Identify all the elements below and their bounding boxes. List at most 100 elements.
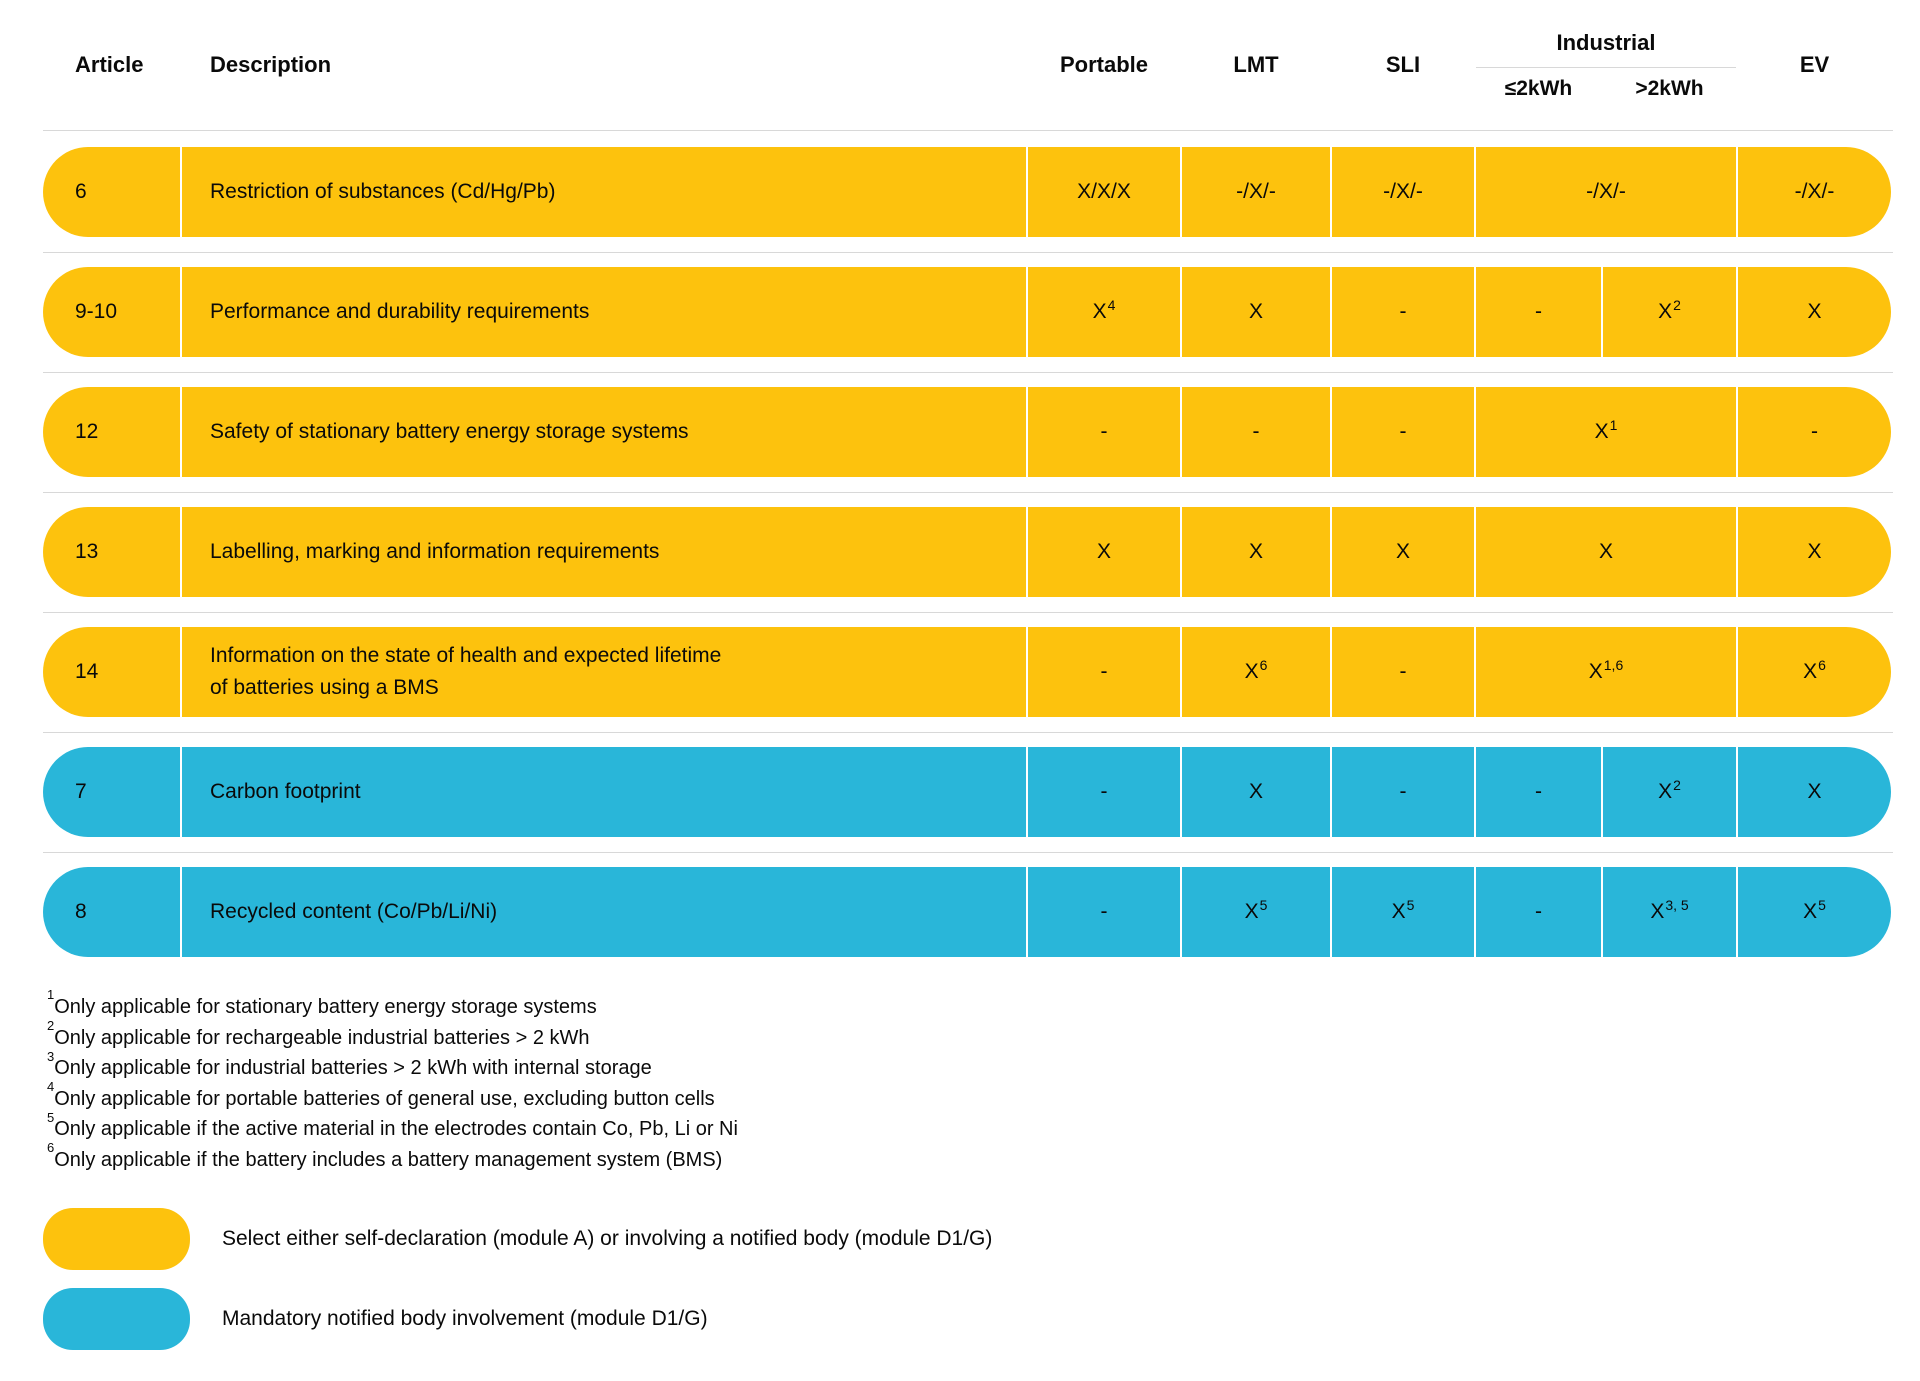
cell-value: -: [1399, 300, 1407, 323]
cell-article-number: 9-10: [43, 267, 180, 357]
cell-portable: -: [1028, 867, 1180, 957]
cell-value: X: [1395, 540, 1410, 563]
footnote-1: 1Only applicable for stationary battery …: [47, 988, 738, 1023]
cell-value: X: [1244, 900, 1259, 923]
table-row-article-7: 7 Carbon footprint - X - - X 2 X: [43, 747, 1893, 837]
cell-value: X/X/X: [1077, 180, 1131, 203]
cell-value: X: [1650, 900, 1665, 923]
row-gap: [43, 477, 1893, 507]
table-row-article-9-10: 9-10 Performance and durability requireme…: [43, 267, 1893, 357]
cell-ev: -/X/-: [1738, 147, 1891, 237]
col-header-description: Description: [210, 52, 332, 77]
col-header-lmt: LMT: [1233, 52, 1279, 77]
cell-sli: X: [1332, 507, 1474, 597]
cell-article-number: 12: [43, 387, 180, 477]
cell-value: X: [1248, 780, 1263, 803]
cell-le2kwh: -: [1476, 867, 1601, 957]
cell-value: X: [1248, 300, 1263, 323]
cell-value: X: [1658, 300, 1673, 323]
cell-lmt: -: [1182, 387, 1330, 477]
cell-description: Restriction of substances (Cd/Hg/Pb): [182, 147, 1026, 237]
cell-value: -/X/-: [1586, 180, 1626, 203]
cell-value: -: [1252, 420, 1260, 443]
cell-article-number: 14: [43, 627, 180, 717]
row-divider-line: [43, 491, 1893, 493]
cell-value: X: [1803, 660, 1818, 683]
legend-swatch-yellow: [43, 1208, 190, 1270]
cell-value: X: [1092, 300, 1107, 323]
col-header-portable: Portable: [1059, 52, 1149, 77]
cell-sli: -: [1332, 387, 1474, 477]
cell-industrial: -/X/-: [1476, 147, 1736, 237]
table-body: 6 Restriction of substances (Cd/Hg/Pb) X/X…: [43, 147, 1893, 957]
cell-value: -: [1399, 660, 1407, 683]
header-rule-line: [43, 130, 1893, 131]
footnote-number: 2: [47, 1017, 55, 1033]
footnote-text: Only applicable if the battery includes …: [54, 1148, 723, 1171]
footnote-4: 4Only applicable for portable batteries …: [47, 1080, 738, 1115]
cell-value: X: [1598, 540, 1613, 563]
cell-value: -/X/-: [1383, 180, 1423, 203]
cell-value: -: [1100, 900, 1108, 923]
table-row-article-6: 6 Restriction of substances (Cd/Hg/Pb) X/X…: [43, 147, 1893, 237]
footnote-text: Only applicable for portable batteries o…: [54, 1087, 715, 1110]
footnote-6: 6Only applicable if the battery includes…: [47, 1141, 738, 1176]
footnote-text: Only applicable for rechargeable industr…: [54, 1026, 590, 1049]
footnote-text: Only applicable for industrial batteries…: [54, 1057, 652, 1080]
table-row-article-8: 8 Recycled content (Co/Pb/Li/Ni) - X 5 X 5- X 3,…: [43, 867, 1893, 957]
cell-sli: -: [1332, 267, 1474, 357]
cell-gt2kwh: X 3, 5: [1603, 867, 1736, 957]
cell-ev: X: [1738, 507, 1891, 597]
col-header-industrial-group: Industrial ≤2kWh >2kWh: [1476, 30, 1736, 101]
footnote-text: Only applicable for stationary battery e…: [54, 996, 597, 1018]
cell-value: -: [1100, 660, 1108, 683]
requirements-table: Article Description Portable LMT SLI Ind…: [43, 0, 1893, 957]
footnotes-block: 1Only applicable for stationary battery …: [47, 988, 738, 1176]
footnote-3: 3Only applicable for industrial batterie…: [47, 1050, 738, 1084]
row-divider-line: [43, 371, 1893, 373]
cell-ev: X: [1738, 747, 1891, 837]
cell-sli: -/X/-: [1332, 147, 1474, 237]
cell-description: Performance and durability requirements: [182, 267, 1026, 357]
col-header-article: Article: [75, 52, 144, 77]
footnote-number: 5: [47, 1109, 55, 1125]
cell-value: -/X/-: [1236, 180, 1276, 203]
cell-description: Recycled content (Co/Pb/Li/Ni): [182, 867, 1026, 957]
cell-description: Information on the state of health and e…: [182, 627, 1026, 717]
cell-sli: -: [1332, 627, 1474, 717]
cell-article-number: 6: [43, 147, 180, 237]
cell-portable: -: [1028, 387, 1180, 477]
cell-le2kwh: -: [1476, 747, 1601, 837]
row-gap: [43, 237, 1893, 267]
cell-portable: -: [1028, 747, 1180, 837]
cell-value: -: [1100, 780, 1108, 803]
col-header-industrial: Industrial: [1556, 29, 1656, 55]
footnote-number: 3: [47, 1048, 55, 1064]
industrial-divider-line: [1476, 66, 1736, 68]
row-gap: [43, 837, 1893, 867]
cell-portable: X/X/X: [1028, 147, 1180, 237]
cell-value: X: [1248, 540, 1263, 563]
cell-article-number: 8: [43, 867, 180, 957]
footnote-number: 1: [47, 987, 55, 1003]
cell-industrial: X 1,6: [1476, 627, 1736, 717]
table-row-article-13: 13 Labelling, marking and information req…: [43, 507, 1893, 597]
row-gap: [43, 717, 1893, 747]
cell-value: -: [1535, 780, 1542, 803]
cell-lmt: X: [1182, 267, 1330, 357]
cell-value: X: [1594, 420, 1609, 443]
footnote-5: 5Only applicable if the active material …: [47, 1111, 738, 1145]
legend-label: Select either self-declaration (module A…: [222, 1227, 993, 1250]
table-row-article-12: 12 Safety of stationary battery energy st…: [43, 387, 1893, 477]
legend-label: Mandatory notified body involvement (mod…: [222, 1307, 708, 1330]
table-row-article-14: 14 Information on the state of health and…: [43, 627, 1893, 717]
cell-value: -: [1535, 300, 1542, 323]
cell-description: Safety of stationary battery energy stor…: [182, 387, 1026, 477]
